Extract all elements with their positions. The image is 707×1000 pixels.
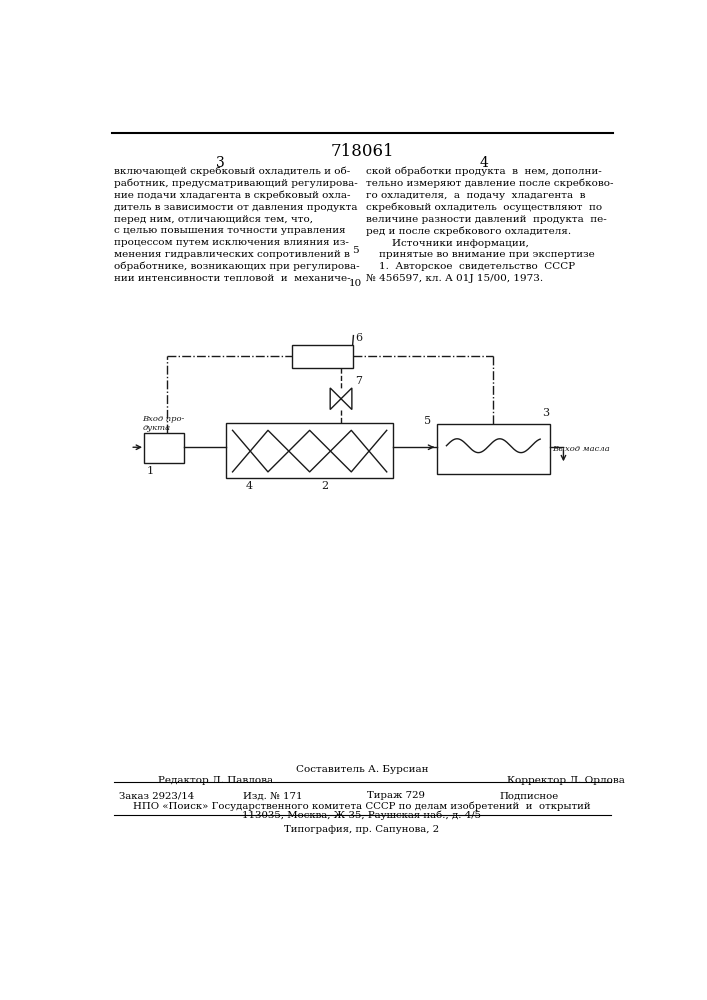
Text: НПО «Поиск» Государственного комитета СССР по делам изобретений  и  открытий: НПО «Поиск» Государственного комитета СС… xyxy=(133,801,591,811)
Text: 718061: 718061 xyxy=(330,143,394,160)
Text: 5: 5 xyxy=(352,246,359,255)
Text: 113035, Москва, Ж-35, Раушская наб., д. 4/5: 113035, Москва, Ж-35, Раушская наб., д. … xyxy=(243,811,481,820)
Text: Подписное: Подписное xyxy=(499,791,559,800)
Text: 10: 10 xyxy=(349,279,363,288)
Text: 6: 6 xyxy=(355,333,362,343)
Text: 3: 3 xyxy=(542,408,549,418)
Text: Заказ 2923/14: Заказ 2923/14 xyxy=(119,791,194,800)
Text: 1: 1 xyxy=(147,466,154,476)
Text: Выход масла: Выход масла xyxy=(553,445,610,453)
Text: 5: 5 xyxy=(424,416,431,426)
Text: ской обработки продукта  в  нем, дополни-
тельно измеряют давление после скребко: ской обработки продукта в нем, дополни- … xyxy=(366,166,614,283)
Text: 3: 3 xyxy=(216,156,225,170)
Text: 2: 2 xyxy=(321,481,328,491)
Text: Изд. № 171: Изд. № 171 xyxy=(243,791,303,800)
Bar xyxy=(292,345,353,368)
Text: Составитель А. Бурсиан: Составитель А. Бурсиан xyxy=(296,765,428,774)
Text: 4: 4 xyxy=(479,156,488,170)
Polygon shape xyxy=(341,388,352,410)
Text: Вход про-
дукта: Вход про- дукта xyxy=(143,415,185,432)
Text: Редактор Л. Павлова: Редактор Л. Павлова xyxy=(158,776,273,785)
Text: Корректор Л. Орлова: Корректор Л. Орлова xyxy=(507,776,625,785)
Bar xyxy=(437,424,549,474)
Polygon shape xyxy=(330,388,341,410)
Text: включающей скребковый охладитель и об-
работник, предусматривающий регулирова-
н: включающей скребковый охладитель и об- р… xyxy=(114,166,360,283)
Text: 7: 7 xyxy=(355,376,362,386)
Text: Типография, пр. Сапунова, 2: Типография, пр. Сапунова, 2 xyxy=(284,825,440,834)
Text: 4: 4 xyxy=(246,481,253,491)
Text: Тираж 729: Тираж 729 xyxy=(368,791,425,800)
Bar xyxy=(144,433,185,463)
Bar xyxy=(226,423,393,478)
